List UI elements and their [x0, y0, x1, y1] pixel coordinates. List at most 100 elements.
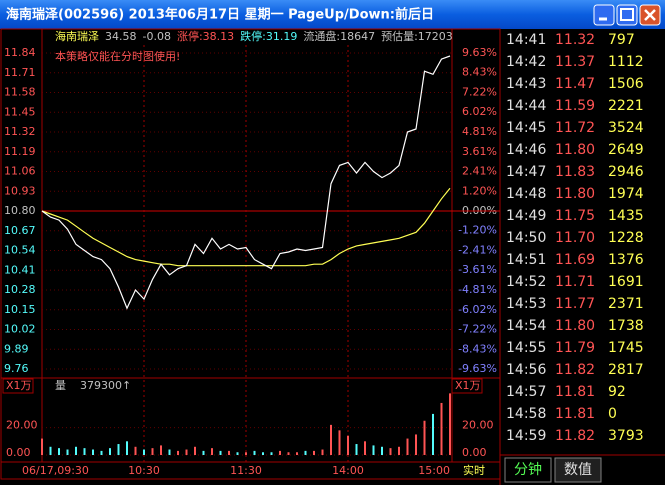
trade-price: 11.32 — [555, 32, 595, 48]
y2-tick-label: -6.02% — [458, 303, 497, 316]
trade-volume: 2221 — [608, 98, 644, 114]
volume-bar — [236, 452, 239, 455]
volume-bar — [194, 446, 196, 455]
y2-tick-label: -8.43% — [458, 342, 497, 355]
tab[interactable] — [554, 457, 602, 483]
trade-volume: 1376 — [608, 252, 644, 268]
trade-volume: 1691 — [608, 274, 644, 290]
x-tick-label: 06/17,09:30 — [22, 464, 89, 477]
window-buttons — [593, 4, 661, 26]
trade-volume: 0 — [608, 406, 617, 422]
unit-box — [2, 378, 34, 394]
trade-price: 11.79 — [555, 340, 595, 356]
y2-tick-label: -4.81% — [458, 283, 497, 296]
volume-value: 379300↑ — [80, 379, 131, 392]
volume-bar — [304, 450, 307, 455]
y2-tick-label: 1.20% — [462, 184, 497, 197]
y2-tick-label: -1.20% — [458, 224, 497, 237]
y2-tick-label: 20.00 — [462, 419, 494, 432]
icon — [644, 9, 656, 21]
series-line — [41, 187, 451, 267]
trade-volume: 1506 — [608, 76, 644, 92]
realtime-button[interactable]: 实时 — [463, 463, 485, 477]
series-line — [41, 55, 451, 310]
volume-bar — [449, 393, 451, 455]
icon — [620, 8, 634, 21]
volume-bar — [75, 446, 77, 455]
volume-bar — [347, 435, 349, 455]
y2-tick-label: 9.63% — [462, 46, 497, 59]
volume-bar — [389, 448, 392, 455]
trade-time: 14:49 — [506, 208, 546, 224]
header-item: -0.08 — [143, 30, 171, 43]
unit-label: X1万 — [6, 379, 32, 392]
y-tick-label: 9.76 — [4, 362, 29, 375]
y-tick-label: 11.84 — [4, 46, 36, 59]
trade-price: 11.70 — [555, 230, 595, 246]
unit-box — [451, 378, 483, 394]
trade-price: 11.82 — [555, 428, 595, 444]
y2-tick-label: 3.61% — [462, 145, 497, 158]
trade-time: 14:59 — [506, 428, 546, 444]
volume-bar — [440, 402, 443, 455]
y2-tick-label: 2.41% — [462, 164, 497, 177]
volume-bar — [355, 444, 358, 455]
volume-bar — [41, 438, 43, 455]
trade-time: 14:45 — [506, 120, 546, 136]
minimize-button[interactable] — [593, 4, 615, 26]
trade-volume: 2817 — [608, 362, 644, 378]
trade-volume: 2649 — [608, 142, 644, 158]
trade-price: 11.37 — [555, 54, 595, 70]
volume-bar — [321, 449, 324, 455]
volume-bar — [177, 450, 179, 455]
y-tick-label: 11.58 — [4, 86, 36, 99]
volume-bar — [287, 452, 290, 455]
trade-price: 11.82 — [555, 362, 595, 378]
trade-time: 14:56 — [506, 362, 546, 378]
y-tick-label: 11.71 — [4, 66, 36, 79]
y2-tick-label: 8.43% — [462, 66, 497, 79]
window-title: 海南瑞泽(002596) 2013年06月17日 星期一 PageUp/Down… — [6, 7, 434, 23]
trade-price: 11.75 — [555, 208, 595, 224]
trade-volume: 2371 — [608, 296, 644, 312]
volume-bar — [66, 449, 69, 455]
trade-price: 11.69 — [555, 252, 595, 268]
header-item: 跌停:31.19 — [240, 29, 297, 43]
trade-price: 11.83 — [555, 164, 595, 180]
volume-bar — [109, 448, 111, 455]
trade-price: 11.77 — [555, 296, 595, 312]
trade-volume: 3524 — [608, 120, 644, 136]
y-tick-label: 20.00 — [6, 419, 38, 432]
volume-bar — [202, 450, 205, 455]
tab[interactable] — [504, 457, 552, 483]
volume-bar — [313, 450, 315, 455]
volume-bar — [211, 448, 213, 455]
trade-time: 14:53 — [506, 296, 546, 312]
trade-time: 14:41 — [506, 32, 546, 48]
x-tick-label: 15:00 — [418, 464, 450, 477]
unit-label: X1万 — [455, 379, 481, 392]
y2-tick-label: -2.41% — [458, 244, 497, 257]
volume-bar — [338, 430, 341, 455]
trade-volume: 1112 — [608, 54, 644, 70]
trade-price: 11.71 — [555, 274, 595, 290]
header-item: 海南瑞泽 — [55, 29, 99, 43]
y-tick-label: 10.67 — [4, 224, 36, 237]
volume-label: 量 — [55, 379, 66, 392]
trade-time: 14:46 — [506, 142, 546, 158]
x-tick-label: 14:00 — [332, 464, 364, 477]
volume-bar — [58, 448, 60, 455]
volume-bar — [219, 450, 222, 455]
trade-volume: 1745 — [608, 340, 644, 356]
volume-bar — [296, 452, 298, 455]
trade-price: 11.80 — [555, 142, 595, 158]
volume-bar — [245, 452, 247, 455]
trade-price: 11.59 — [555, 98, 595, 114]
volume-bar — [262, 452, 264, 455]
volume-bar — [83, 448, 86, 455]
volume-bar — [279, 450, 281, 455]
y2-tick-label: 0.00 — [462, 446, 487, 459]
trade-time: 14:44 — [506, 98, 546, 114]
volume-bar — [185, 449, 188, 455]
